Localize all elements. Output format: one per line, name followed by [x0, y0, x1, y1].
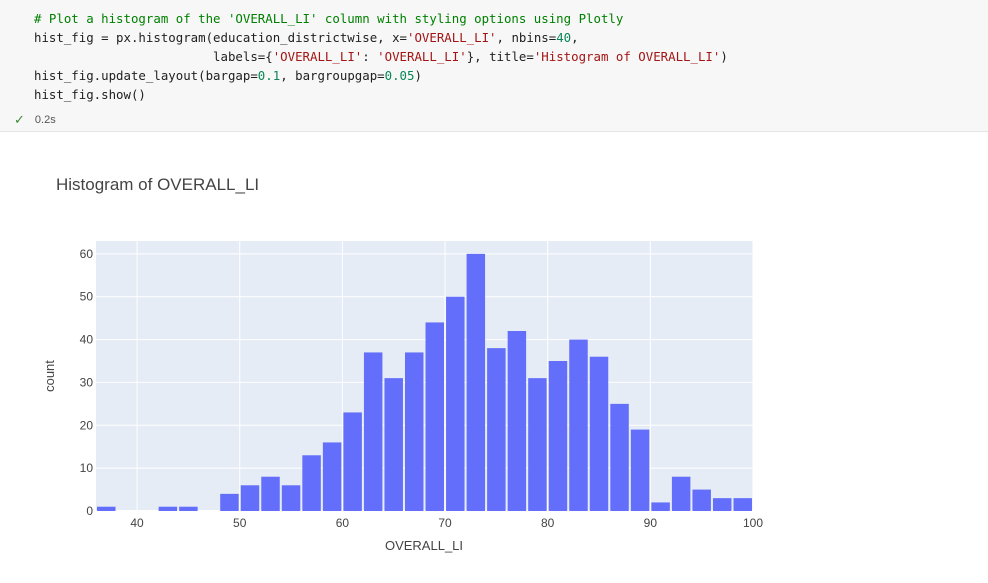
- x-gridlines: [136, 241, 754, 511]
- code-token: hist_fig.update_layout(bargap=: [34, 68, 258, 83]
- x-tick-label: 70: [438, 516, 452, 530]
- histogram-bar[interactable]: [384, 378, 403, 511]
- histogram-bar[interactable]: [569, 339, 588, 511]
- code-token: 40: [556, 30, 572, 45]
- histogram-bar[interactable]: [322, 442, 342, 511]
- code-token: 0.1: [257, 68, 281, 83]
- code-token: ): [414, 68, 422, 83]
- y-tick-label: 10: [80, 461, 94, 475]
- histogram-bar[interactable]: [528, 378, 547, 511]
- histogram-bar[interactable]: [671, 476, 691, 511]
- x-tick-label: 80: [541, 516, 555, 530]
- code-line: hist_fig = px.histogram(education_distri…: [34, 28, 728, 47]
- histogram-bar[interactable]: [487, 348, 506, 511]
- y-axis-label: count: [42, 360, 57, 392]
- x-tick-labels: 40 50 60 70 80 90 100: [130, 516, 763, 530]
- code-token: hist_fig.show(): [34, 87, 146, 102]
- histogram-chart: Histogram of OVERALL_LI 0 10 20 30 40 50 60 40…: [42, 175, 763, 553]
- code-token: , nbins=: [496, 30, 557, 45]
- histogram-bar[interactable]: [610, 403, 629, 511]
- code-token: ): [720, 49, 728, 64]
- x-tick-label: 90: [644, 516, 658, 530]
- execution-time: 0.2s: [34, 113, 56, 126]
- execution-status: ✓ 0.2s: [14, 113, 56, 126]
- histogram-bar[interactable]: [712, 498, 732, 511]
- y-tick-label: 30: [80, 375, 94, 389]
- code-token: :: [362, 49, 378, 64]
- chart-title: Histogram of OVERALL_LI: [56, 175, 259, 194]
- code-token: hist_fig = px.histogram(education_distri…: [34, 30, 407, 45]
- histogram-bar[interactable]: [425, 322, 445, 511]
- histogram-bar[interactable]: [548, 361, 568, 511]
- code-editor[interactable]: # Plot a histogram of the 'OVERALL_LI' c…: [34, 9, 728, 104]
- code-token: 'OVERALL_LI': [377, 49, 467, 64]
- histogram-bar[interactable]: [302, 455, 321, 511]
- code-line: # Plot a histogram of the 'OVERALL_LI' c…: [34, 9, 728, 28]
- check-icon: ✓: [14, 112, 25, 127]
- histogram-bar[interactable]: [97, 506, 116, 511]
- histogram-bar[interactable]: [343, 412, 362, 511]
- histogram-bar[interactable]: [446, 296, 465, 511]
- histogram-bar[interactable]: [281, 485, 301, 511]
- histogram-bar[interactable]: [507, 331, 527, 511]
- code-line: hist_fig.show(): [34, 85, 728, 104]
- code-token: ,: [571, 30, 579, 45]
- code-line: labels={'OVERALL_LI': 'OVERALL_LI'}, tit…: [34, 47, 728, 66]
- code-token: , bargroupgap=: [280, 68, 385, 83]
- x-tick-label: 100: [743, 516, 763, 530]
- histogram-bar[interactable]: [466, 253, 486, 511]
- x-axis-label: OVERALL_LI: [385, 538, 463, 553]
- histogram-bar[interactable]: [158, 506, 178, 511]
- histogram-bar[interactable]: [404, 352, 424, 511]
- histogram-bar[interactable]: [363, 352, 383, 511]
- y-tick-label: 50: [80, 290, 94, 304]
- code-token: # Plot a histogram of the 'OVERALL_LI' c…: [34, 11, 624, 26]
- code-token: 0.05: [384, 68, 415, 83]
- histogram-bar[interactable]: [733, 498, 752, 511]
- histogram-bar[interactable]: [630, 429, 650, 511]
- histogram-bars: [97, 253, 752, 511]
- histogram-bar[interactable]: [179, 506, 198, 511]
- code-token: 'OVERALL_LI': [272, 49, 363, 64]
- notebook-code-cell[interactable]: # Plot a histogram of the 'OVERALL_LI' c…: [0, 0, 988, 132]
- histogram-bar[interactable]: [240, 485, 260, 511]
- plot-area: [96, 241, 753, 511]
- histogram-bar[interactable]: [261, 476, 280, 511]
- histogram-bar[interactable]: [692, 489, 711, 511]
- code-token: labels={: [34, 49, 273, 64]
- histogram-bar[interactable]: [220, 493, 239, 511]
- y-tick-label: 0: [86, 504, 93, 518]
- histogram-bar[interactable]: [589, 356, 609, 511]
- y-tick-label: 60: [80, 247, 94, 261]
- x-tick-label: 50: [233, 516, 247, 530]
- code-token: 'OVERALL_LI': [407, 30, 497, 45]
- y-tick-label: 20: [80, 418, 94, 432]
- code-line: hist_fig.update_layout(bargap=0.1, bargr…: [34, 66, 728, 85]
- code-token: }, title=: [466, 49, 534, 64]
- y-tick-label: 40: [80, 333, 94, 347]
- histogram-bar[interactable]: [651, 502, 670, 511]
- x-tick-label: 60: [336, 516, 350, 530]
- code-token: 'Histogram of OVERALL_LI': [533, 49, 721, 64]
- y-tick-labels: 0 10 20 30 40 50 60: [80, 247, 94, 518]
- cell-output: Histogram of OVERALL_LI 0 10 20 30 40 50 60 40…: [0, 132, 988, 578]
- x-tick-label: 40: [130, 516, 144, 530]
